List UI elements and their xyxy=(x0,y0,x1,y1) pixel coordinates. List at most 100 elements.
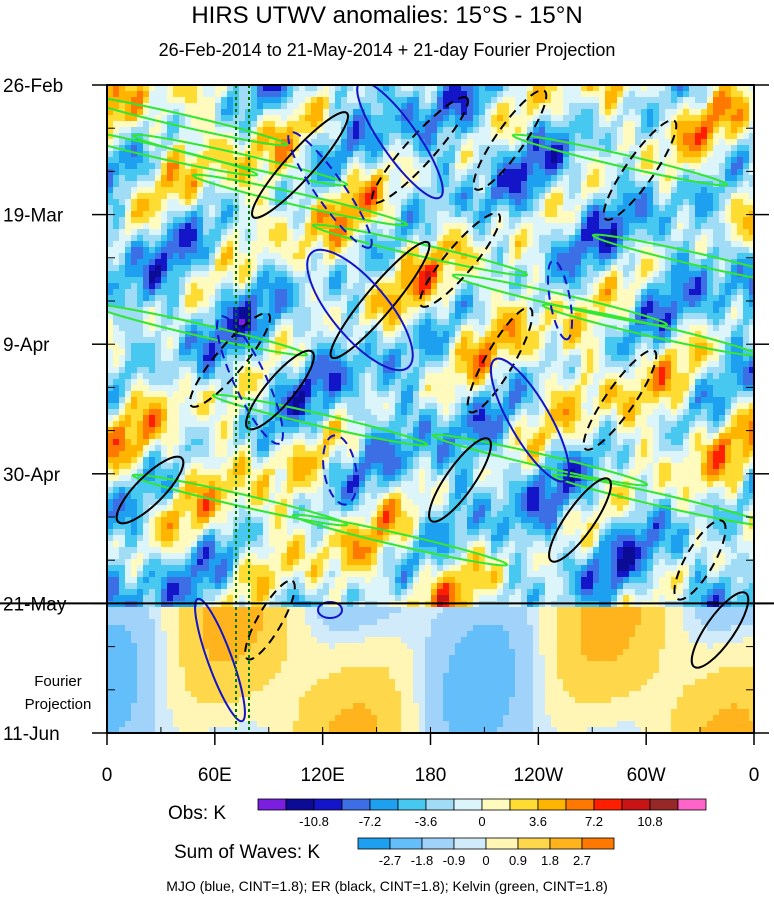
field-cell xyxy=(629,355,636,362)
field-cell xyxy=(671,337,678,344)
field-cell xyxy=(275,169,282,176)
field-cell xyxy=(593,295,600,302)
field-cell xyxy=(443,223,450,230)
field-cell xyxy=(317,193,324,200)
field-cell xyxy=(209,343,216,350)
field-cell xyxy=(509,127,516,134)
field-cell xyxy=(623,283,630,290)
field-cell xyxy=(245,349,252,356)
field-cell xyxy=(437,217,444,224)
field-cell xyxy=(455,331,462,338)
field-cell xyxy=(497,187,504,194)
field-cell xyxy=(653,289,660,296)
field-cell xyxy=(515,355,522,362)
field-cell xyxy=(407,151,414,158)
field-cell xyxy=(131,235,138,242)
field-cell xyxy=(443,193,450,200)
field-cell xyxy=(155,229,162,236)
field-cell xyxy=(203,241,210,248)
field-cell xyxy=(539,241,546,248)
field-cell xyxy=(281,211,288,218)
field-cell xyxy=(563,115,570,122)
field-cell xyxy=(287,229,294,236)
field-cell xyxy=(617,175,624,182)
field-cell xyxy=(209,307,216,314)
field-cell xyxy=(599,145,606,152)
field-cell xyxy=(407,265,414,272)
field-cell xyxy=(737,187,744,194)
field-cell xyxy=(695,187,702,194)
field-cell xyxy=(155,331,162,338)
field-cell xyxy=(137,199,144,206)
field-cell xyxy=(563,283,570,290)
field-cell xyxy=(443,235,450,242)
field-cell xyxy=(605,283,612,290)
field-cell xyxy=(347,349,354,356)
field-cell xyxy=(413,217,420,224)
field-cell xyxy=(359,133,366,140)
field-cell xyxy=(197,157,204,164)
field-cell xyxy=(179,199,186,206)
field-cell xyxy=(551,133,558,140)
field-cell xyxy=(731,91,738,98)
field-cell xyxy=(599,163,606,170)
field-cell xyxy=(551,247,558,254)
field-cell xyxy=(539,265,546,272)
field-cell xyxy=(695,145,702,152)
field-cell xyxy=(461,211,468,218)
field-cell xyxy=(467,349,474,356)
field-cell xyxy=(299,271,306,278)
field-cell xyxy=(389,217,396,224)
field-cell xyxy=(149,349,156,356)
field-cell xyxy=(599,241,606,248)
field-cell xyxy=(749,247,754,254)
field-cell xyxy=(359,151,366,158)
field-cell xyxy=(509,325,516,332)
field-cell xyxy=(647,223,654,230)
field-cell xyxy=(227,295,234,302)
field-cell xyxy=(383,271,390,278)
field-cell xyxy=(317,85,324,92)
field-cell xyxy=(515,163,522,170)
field-cell xyxy=(281,331,288,338)
field-cell xyxy=(725,217,732,224)
field-cell xyxy=(527,331,534,338)
field-cell xyxy=(377,289,384,296)
field-cell xyxy=(449,235,456,242)
field-cell xyxy=(269,175,276,182)
field-cell xyxy=(407,355,414,362)
field-cell xyxy=(377,133,384,140)
field-cell xyxy=(113,235,120,242)
field-cell xyxy=(497,205,504,212)
field-cell xyxy=(347,205,354,212)
field-cell xyxy=(191,139,198,146)
field-cell xyxy=(485,217,492,224)
field-cell xyxy=(449,169,456,176)
field-cell xyxy=(329,313,336,320)
field-cell xyxy=(671,97,678,104)
field-cell xyxy=(527,253,534,260)
field-cell xyxy=(341,139,348,146)
field-cell xyxy=(551,355,558,362)
field-cell xyxy=(545,187,552,194)
field-cell xyxy=(383,307,390,314)
field-cell xyxy=(491,163,498,170)
field-cell xyxy=(377,115,384,122)
field-cell xyxy=(365,265,372,272)
field-cell xyxy=(131,193,138,200)
field-cell xyxy=(701,253,708,260)
field-cell xyxy=(611,115,618,122)
field-cell xyxy=(629,253,636,260)
field-cell xyxy=(317,217,324,224)
field-cell xyxy=(743,109,750,116)
field-cell xyxy=(167,247,174,254)
field-cell xyxy=(257,271,264,278)
field-cell xyxy=(377,103,384,110)
field-cell xyxy=(221,193,228,200)
field-cell xyxy=(515,151,522,158)
field-cell xyxy=(659,229,666,236)
field-cell xyxy=(383,181,390,188)
field-cell xyxy=(107,307,114,314)
field-cell xyxy=(203,277,210,284)
field-cell xyxy=(485,127,492,134)
